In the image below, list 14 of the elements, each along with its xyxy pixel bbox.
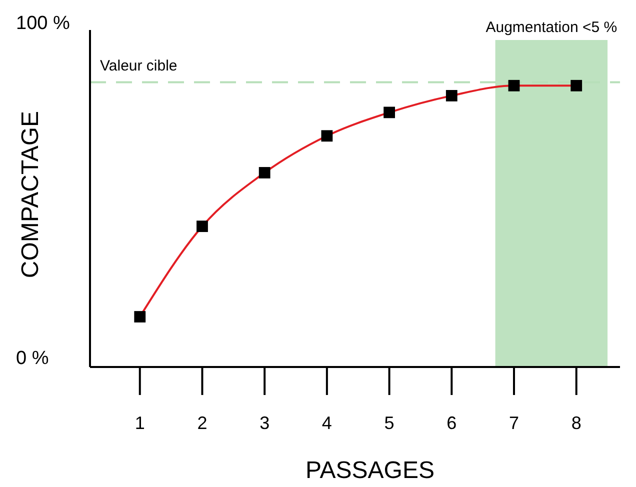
x-tick-label: 2 <box>197 413 208 433</box>
y-tick-label: 0 % <box>16 348 49 369</box>
x-tick-label: 8 <box>571 413 582 433</box>
band-label: Augmentation <5 % <box>486 19 618 36</box>
y-axis-title: COMPACTAGE <box>17 110 44 278</box>
y-tick-label: 100 % <box>16 13 70 34</box>
x-tick-label: 4 <box>322 413 332 433</box>
x-tick-label: 6 <box>446 413 457 433</box>
x-tick-label: 7 <box>508 413 520 433</box>
x-tick-label: 5 <box>384 413 394 433</box>
x-tick-label: 3 <box>260 413 270 433</box>
x-tick-label: 1 <box>134 413 145 433</box>
ref-line-label: Valeur cible <box>100 57 178 74</box>
x-axis-title: PASSAGES <box>306 457 434 484</box>
